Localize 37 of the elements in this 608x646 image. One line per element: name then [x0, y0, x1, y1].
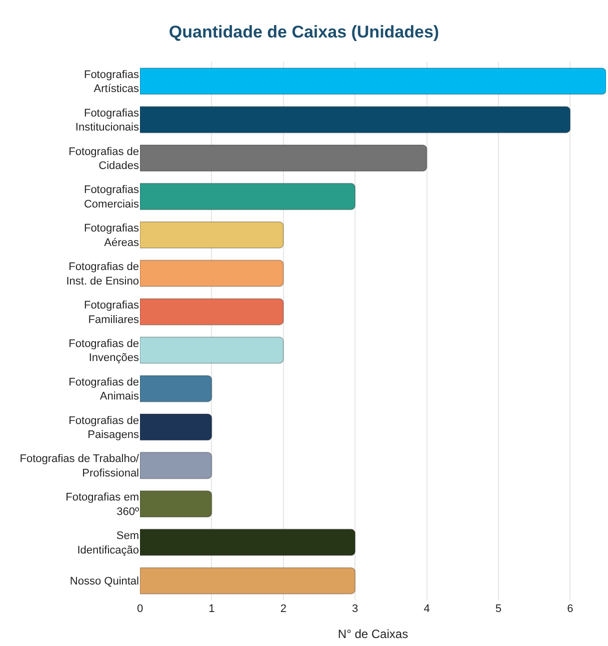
- y-tick-label: Fotografias em 360º: [66, 492, 139, 518]
- bar: [140, 106, 571, 134]
- bar: [140, 414, 212, 441]
- bar: [140, 260, 284, 287]
- bar: [140, 490, 212, 518]
- bar: [140, 182, 356, 210]
- bar: [140, 528, 356, 556]
- x-tick-label: 6: [567, 603, 574, 615]
- x-tick-label: 3: [352, 603, 358, 615]
- y-tick-label: Fotografias Familiares: [84, 299, 140, 326]
- y-tick-label: Fotografias de Animais: [68, 376, 140, 403]
- y-tick-label: Fotografias de Invenções: [68, 338, 140, 364]
- y-tick-label: Fotografias Artísticas: [84, 68, 140, 96]
- y-tick-label: Fotografias Institucionais: [75, 107, 140, 134]
- chart-title: Quantidade de Caixas (Unidades): [168, 22, 440, 42]
- bar: [140, 375, 212, 402]
- bar: [140, 68, 606, 95]
- y-tick-label: Fotografias Comerciais: [84, 184, 140, 210]
- x-tick-label: 5: [495, 603, 502, 615]
- y-tick-label: Fotografias de Paisagens: [68, 414, 140, 442]
- bar: [140, 144, 428, 172]
- y-tick-label: Fotografias de Trabalho/ Profissional: [20, 453, 140, 480]
- x-tick-label: 4: [424, 603, 430, 615]
- bar: [140, 336, 284, 364]
- x-axis-title: N° de Caixas: [338, 626, 408, 641]
- bar: [140, 298, 284, 326]
- bar: [140, 567, 356, 594]
- x-tick-label: 2: [280, 603, 286, 615]
- y-tick-label: Sem Identificação: [77, 530, 139, 556]
- y-tick-label: Fotografias Aéreas: [84, 222, 140, 249]
- bar: [140, 221, 284, 248]
- y-tick-label: Fotografias de Inst. de Ensino: [66, 261, 139, 288]
- x-tick-label: 1: [208, 603, 215, 615]
- x-tick-label: 0: [136, 603, 144, 615]
- y-tick-label: Nosso Quintal: [70, 576, 139, 588]
- y-tick-label: Fotografias de Cidades: [68, 146, 140, 172]
- bar: [140, 452, 212, 480]
